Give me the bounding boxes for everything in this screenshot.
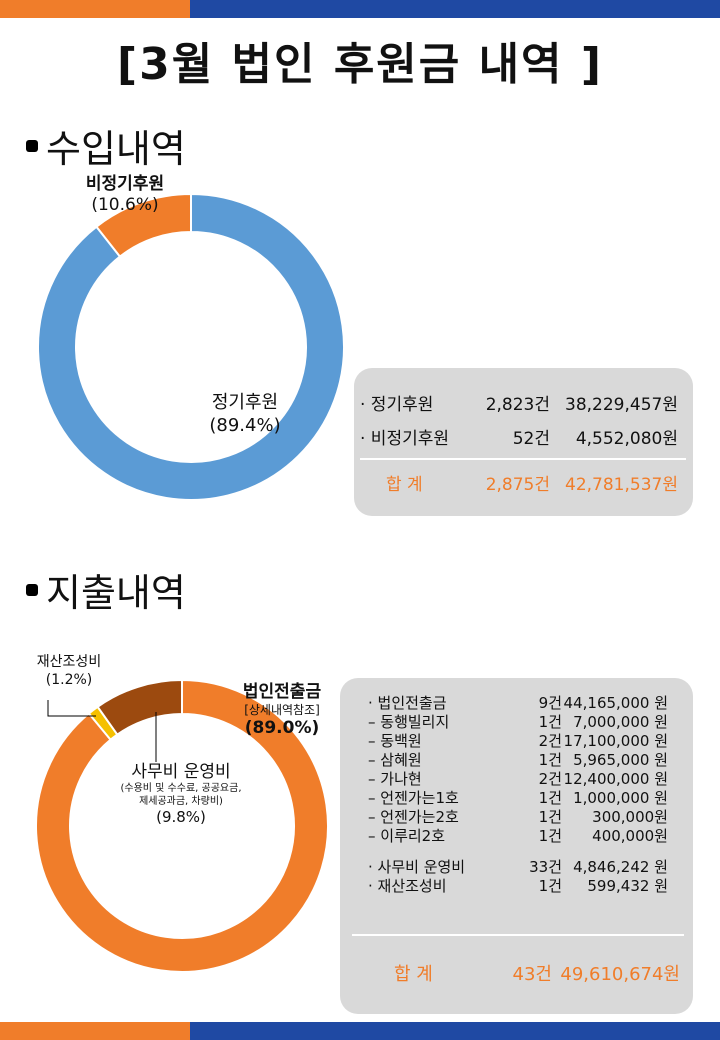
slice-percent: (10.6%): [91, 195, 159, 216]
slice-label: 재산조성비: [36, 654, 102, 670]
expense-summary-box: · 법인전출금 9건 44,165,000 원 – 동행빌리지 1건 7,000,000 …: [340, 678, 693, 1014]
expense-slice-transfer: [35, 678, 329, 973]
income-section-title: 수입내역: [46, 127, 186, 171]
slice-percent: (9.8%): [156, 808, 206, 827]
table-row: – 언젠가는1호 1건 1,000,000 원: [368, 789, 668, 807]
top-accent-bar: [0, 0, 720, 18]
leader-line-asset: [47, 700, 96, 717]
divider: [360, 458, 686, 460]
bullet-icon: [26, 139, 38, 152]
table-row: – 언젠가는2호 1건 300,000원: [368, 808, 668, 826]
table-row: – 삼혜원 1건 5,965,000 원: [368, 751, 668, 769]
bullet-icon: [26, 583, 38, 596]
expense-slice-office: [96, 678, 183, 736]
income-summary-box: · 정기후원 2,823건 38,229,457원 · 비정기후원 52건 4,…: [354, 368, 693, 516]
table-row: · 법인전출금 9건 44,165,000 원: [368, 694, 668, 712]
slice-percent: (1.2%): [45, 671, 93, 688]
table-row: · 사무비 운영비 33건 4,846,242 원: [368, 858, 668, 876]
table-row: – 동백원 2건 17,100,000 원: [368, 732, 668, 750]
income-slice-regular: [37, 192, 345, 501]
table-row: – 이루리2호 1건 400,000원: [368, 827, 668, 845]
table-row: · 비정기후원 52건 4,552,080원: [360, 429, 678, 449]
table-total-row: 합 계 43건 49,610,674원: [394, 964, 680, 985]
table-total-row: 합 계 2,875건 42,781,537원: [386, 475, 678, 495]
income-slice-irregular: [95, 192, 192, 258]
slice-label: 비정기후원: [85, 174, 165, 194]
slice-percent: (89.4%): [209, 414, 281, 436]
slice-sublabel: [상세내역참조]: [244, 703, 320, 718]
expense-section-title: 지출내역: [46, 571, 186, 615]
page-title: [3월 법인 후원금 내역 ]: [117, 39, 603, 90]
bottom-accent-bar: [0, 1022, 720, 1040]
slice-sublabel: 제세공과금, 차량비): [139, 795, 223, 807]
expense-section-heading: 지출내역: [26, 562, 186, 617]
slice-label: 정기후원: [211, 392, 279, 413]
slice-sublabel: (수용비 및 수수료, 공공요금,: [120, 783, 242, 795]
divider: [352, 934, 684, 936]
table-row: · 정기후원 2,823건 38,229,457원: [360, 395, 678, 415]
slice-label: 법인전출금: [242, 682, 322, 702]
income-section-heading: 수입내역: [26, 118, 186, 173]
table-row: · 재산조성비 1건 599,432 원: [368, 877, 668, 895]
slice-label: 사무비 운영비: [131, 762, 231, 782]
income-label-irregular: 비정기후원 (10.6%): [60, 174, 190, 217]
expense-label-asset: 재산조성비 (1.2%): [14, 654, 124, 689]
table-row: – 동행빌리지 1건 7,000,000 원: [368, 713, 668, 731]
expense-label-office: 사무비 운영비 (수용비 및 수수료, 공공요금, 제세공과금, 차량비) (9…: [86, 762, 276, 827]
slice-percent: (89.0%): [244, 718, 320, 739]
table-row: – 가나현 2건 12,400,000 원: [368, 770, 668, 788]
income-label-regular: 정기후원 (89.4%): [190, 392, 300, 437]
expense-label-transfer: 법인전출금 [상세내역참조] (89.0%): [222, 682, 342, 740]
